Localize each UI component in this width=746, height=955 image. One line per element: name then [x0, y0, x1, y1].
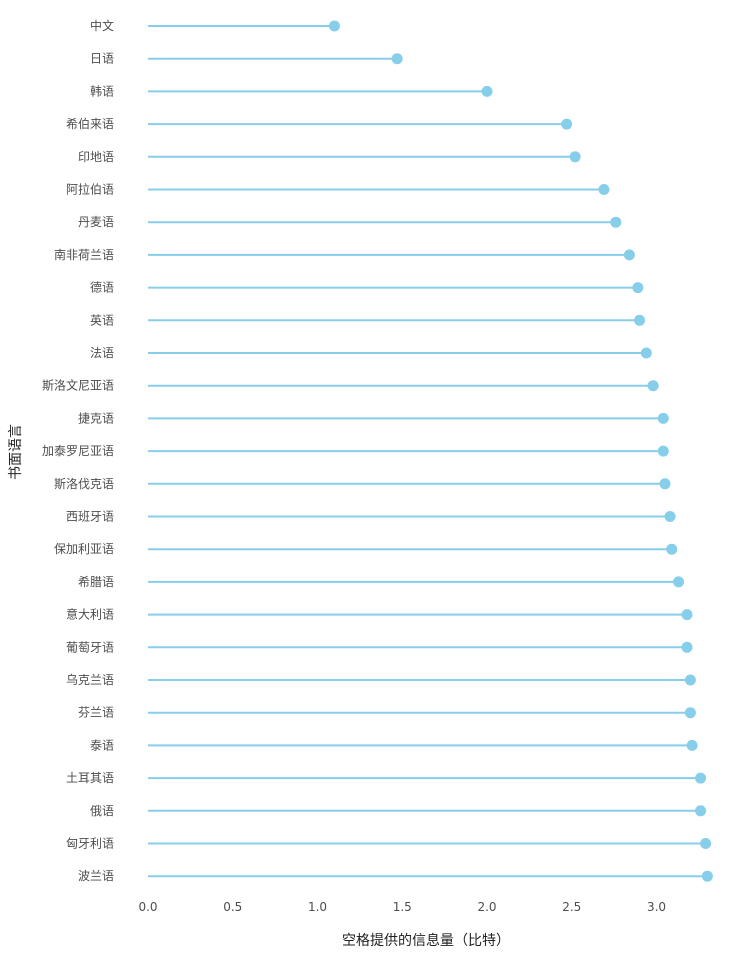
lollipop-point — [561, 118, 573, 130]
x-tick-label: 3.0 — [647, 900, 666, 914]
y-tick-label: 希腊语 — [78, 574, 114, 589]
lollipop-point — [666, 543, 678, 555]
y-tick-label: 匈牙利语 — [66, 837, 114, 851]
x-tick-label: 1.0 — [308, 900, 327, 914]
x-tick-label: 2.5 — [562, 900, 581, 914]
lollipop-point — [569, 151, 581, 163]
y-tick-label: 中文 — [90, 18, 114, 33]
y-tick-label: 泰语 — [90, 738, 114, 752]
lollipop-point — [681, 641, 693, 653]
lollipop-point — [640, 347, 652, 359]
y-axis-title: 书面语言 — [8, 424, 24, 480]
y-tick-label: 德语 — [90, 280, 114, 295]
lollipop-point — [647, 380, 659, 392]
lollipop-point — [686, 739, 698, 751]
y-tick-label: 印地语 — [78, 150, 114, 164]
lollipop-point — [328, 20, 340, 32]
lollipop-point — [681, 609, 693, 621]
y-tick-label: 加泰罗尼亚语 — [42, 444, 114, 458]
y-tick-label: 芬兰语 — [78, 706, 114, 720]
lollipop-point — [632, 282, 644, 294]
lollipop-point — [598, 184, 610, 195]
stems-group — [148, 25, 708, 878]
x-tick-label: 2.0 — [477, 900, 496, 914]
lollipop-point — [701, 870, 713, 882]
y-tick-label: 日语 — [90, 52, 114, 66]
x-tick-label: 1.5 — [393, 900, 412, 914]
y-tick-label: 捷克语 — [78, 411, 114, 425]
lollipop-point — [664, 511, 676, 522]
lollipop-point — [673, 576, 685, 588]
y-tick-label: 意大利语 — [66, 607, 114, 622]
y-tick-label: 阿拉伯语 — [66, 182, 114, 197]
y-tick-label: 韩语 — [90, 83, 114, 98]
points-group — [328, 20, 713, 882]
y-tick-label: 乌克兰语 — [66, 672, 114, 687]
y-tick-label: 法语 — [90, 346, 114, 360]
lollipop-point — [610, 216, 622, 228]
lollipop-point — [659, 478, 671, 490]
lollipop-point — [657, 445, 669, 457]
y-tick-label: 保加利亚语 — [54, 542, 114, 556]
x-tick-label: 0.0 — [138, 900, 157, 914]
y-tick-label: 英语 — [90, 313, 114, 327]
lollipop-point — [695, 805, 707, 817]
y-tick-label: 葡萄牙语 — [66, 640, 114, 654]
y-tick-label: 西班牙语 — [66, 510, 114, 524]
lollipop-point — [623, 249, 635, 261]
lollipop-point — [391, 53, 403, 65]
y-tick-label: 斯洛伐克语 — [54, 476, 114, 491]
x-axis-title: 空格提供的信息量（比特） — [342, 932, 510, 949]
y-tick-label: 斯洛文尼亚语 — [42, 378, 114, 393]
y-tick-labels: 中文日语韩语希伯来语印地语阿拉伯语丹麦语南非荷兰语德语英语法语斯洛文尼亚语捷克语… — [42, 18, 114, 883]
x-tick-labels: 0.0 0.5 1.0 1.5 2.0 2.5 3.0 — [138, 900, 666, 914]
lollipop-point — [684, 707, 696, 719]
y-tick-label: 俄语 — [90, 804, 114, 818]
y-tick-label: 南非荷兰语 — [54, 247, 114, 262]
lollipop-point — [481, 85, 493, 97]
lollipop-point — [695, 772, 707, 784]
lollipop-point — [700, 838, 712, 849]
y-tick-label: 波兰语 — [78, 869, 114, 883]
lollipop-point — [634, 314, 646, 326]
x-tick-label: 0.5 — [223, 900, 242, 914]
y-tick-label: 丹麦语 — [78, 215, 114, 229]
y-tick-label: 土耳其语 — [66, 771, 114, 785]
y-tick-label: 希伯来语 — [66, 116, 114, 131]
lollipop-point — [684, 674, 696, 686]
lollipop-point — [657, 412, 669, 424]
